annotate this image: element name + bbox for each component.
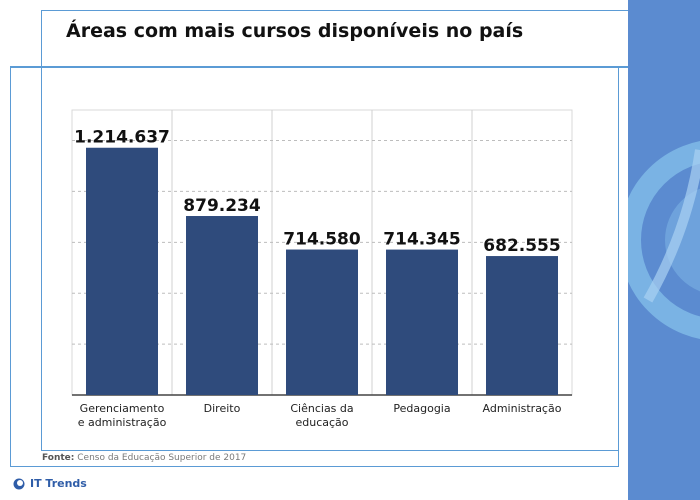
category-labels-layer: Gerenciamento e administração Direito Ciênc… <box>78 402 562 429</box>
chart-frame <box>10 68 619 467</box>
data-label: 1.214.637 <box>74 128 170 148</box>
brand-name: IT Trends <box>30 477 87 490</box>
category-label-line: Ciências da <box>290 402 353 415</box>
labels-layer: 1.214.637 879.234 714.580 714.345 682.555 <box>74 128 561 256</box>
bars-layer <box>86 147 558 395</box>
category-label: Administração <box>483 402 562 415</box>
category-label-line: Gerenciamento <box>80 402 165 415</box>
category-label: Pedagogia <box>393 402 450 415</box>
bar <box>386 249 458 395</box>
source-label: Fonte: <box>42 453 75 463</box>
bar <box>86 147 158 395</box>
title-frame <box>41 10 628 66</box>
brand-logo-icon <box>13 478 25 489</box>
category-label: Ciências da educação <box>290 402 353 429</box>
category-label-line: Direito <box>204 402 241 415</box>
category-label: Gerenciamento e administração <box>78 402 167 429</box>
title-divider <box>10 66 628 68</box>
category-label: Direito <box>204 402 241 415</box>
data-label: 714.580 <box>283 230 361 250</box>
swirl-graphic <box>628 141 700 339</box>
bar <box>186 216 258 395</box>
data-label: 714.345 <box>383 230 460 250</box>
bar-chart: 1.214.637 879.234 714.580 714.345 682.555 Ge… <box>71 109 573 429</box>
page-title: Áreas com mais cursos disponíveis no paí… <box>66 20 524 42</box>
source-note: Fonte: Censo da Educação Superior de 201… <box>42 453 246 463</box>
bar <box>286 249 358 395</box>
category-label-line: Administração <box>483 402 562 415</box>
inner-frame-left <box>41 68 42 451</box>
data-label: 879.234 <box>183 196 261 216</box>
source-text: Censo da Educação Superior de 2017 <box>77 453 247 463</box>
brand: IT Trends <box>13 477 87 490</box>
data-label: 682.555 <box>483 236 560 256</box>
category-label-line: e administração <box>78 416 167 429</box>
decorative-side-panel <box>628 0 700 500</box>
category-label-line: educação <box>295 416 348 429</box>
category-label-line: Pedagogia <box>393 402 450 415</box>
inner-frame-bottom <box>41 450 619 451</box>
bar <box>486 256 558 395</box>
